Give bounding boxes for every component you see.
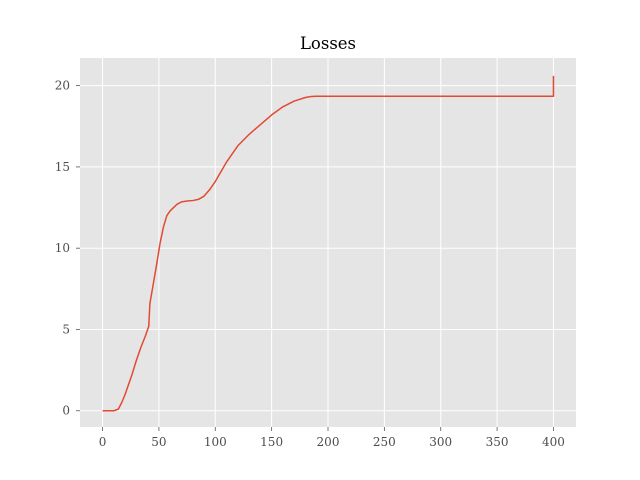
x-tick-label: 350 <box>486 435 509 449</box>
x-tick-label: 250 <box>373 435 396 449</box>
y-tick-label: 20 <box>55 79 70 93</box>
chart-title: Losses <box>300 34 356 53</box>
x-tick-label: 150 <box>260 435 283 449</box>
x-tick-label: 0 <box>99 435 107 449</box>
y-tick-label: 0 <box>62 404 70 418</box>
x-tick-label: 300 <box>429 435 452 449</box>
series-line <box>102 75 555 412</box>
grid-lines <box>80 58 576 427</box>
x-tick-label: 50 <box>151 435 166 449</box>
axis-ticks: 0 50 100 150 200 250 300 350 400 0 5 10 15 20 <box>55 79 565 449</box>
x-tick-label: 400 <box>542 435 565 449</box>
y-tick-label: 10 <box>55 241 70 255</box>
y-tick-label: 15 <box>55 160 70 174</box>
y-tick-label: 5 <box>62 322 70 336</box>
x-tick-label: 100 <box>204 435 227 449</box>
x-tick-label: 200 <box>317 435 340 449</box>
